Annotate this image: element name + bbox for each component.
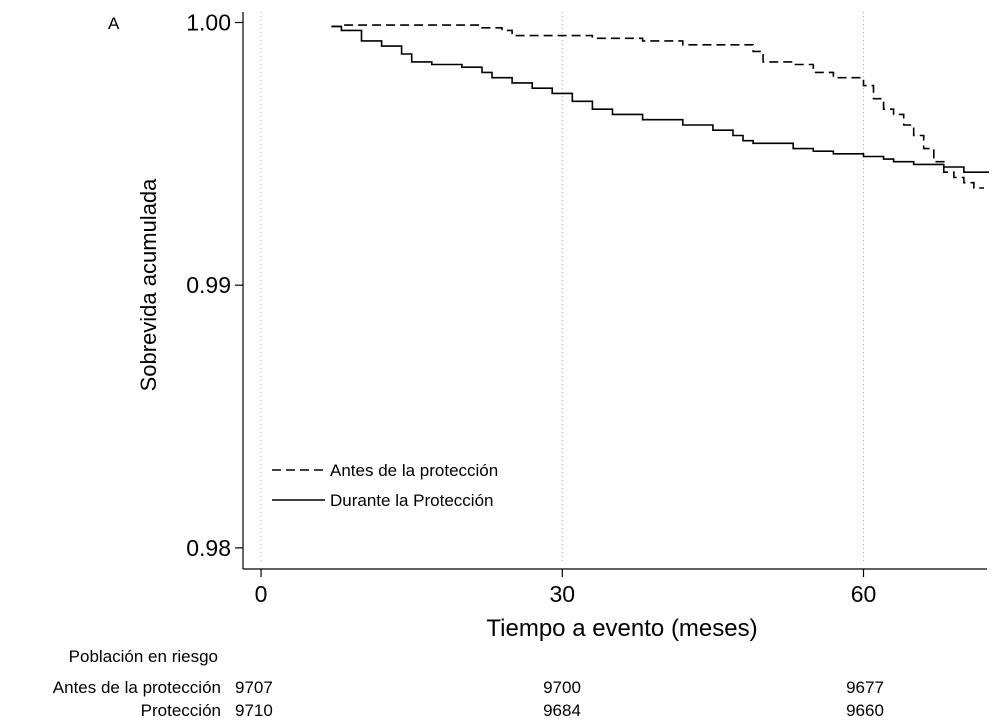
risk-value-antes-0: 9707 — [235, 678, 273, 697]
risk-table-title: Población en riesgo — [69, 647, 218, 666]
y-tick-label: 1.00 — [186, 10, 231, 36]
risk-value-proteccion-30: 9684 — [543, 701, 581, 720]
x-tick-label: 60 — [851, 581, 877, 607]
legend: Antes de la protección Durante la Protec… — [272, 461, 498, 510]
legend-label-antes: Antes de la protección — [330, 461, 498, 480]
x-axis-title: Tiempo a evento (meses) — [486, 615, 757, 642]
panel-label: A — [108, 14, 120, 33]
series-line-durante — [331, 25, 989, 173]
risk-value-proteccion-0: 9710 — [235, 701, 273, 720]
x-tick-label: 0 — [255, 581, 268, 607]
risk-value-antes-60: 9677 — [846, 678, 884, 697]
y-tick-label: 0.99 — [186, 272, 231, 298]
axes — [242, 12, 987, 570]
series-lines — [331, 24, 989, 189]
risk-row-label-proteccion: Protección — [141, 701, 221, 720]
series-line-antes — [331, 24, 984, 189]
risk-table: Población en riesgo Antes de la protecci… — [53, 647, 884, 720]
y-tick-label: 0.98 — [186, 535, 231, 561]
x-tick-label: 30 — [549, 581, 575, 607]
risk-row-label-antes: Antes de la protección — [53, 678, 221, 697]
risk-value-proteccion-60: 9660 — [846, 701, 884, 720]
legend-label-durante: Durante la Protección — [330, 491, 493, 510]
y-axis-title: Sobrevida acumulada — [136, 178, 161, 392]
risk-value-antes-30: 9700 — [543, 678, 581, 697]
axis-ticks: 0 30 60 0.98 0.99 1.00 — [186, 10, 876, 607]
